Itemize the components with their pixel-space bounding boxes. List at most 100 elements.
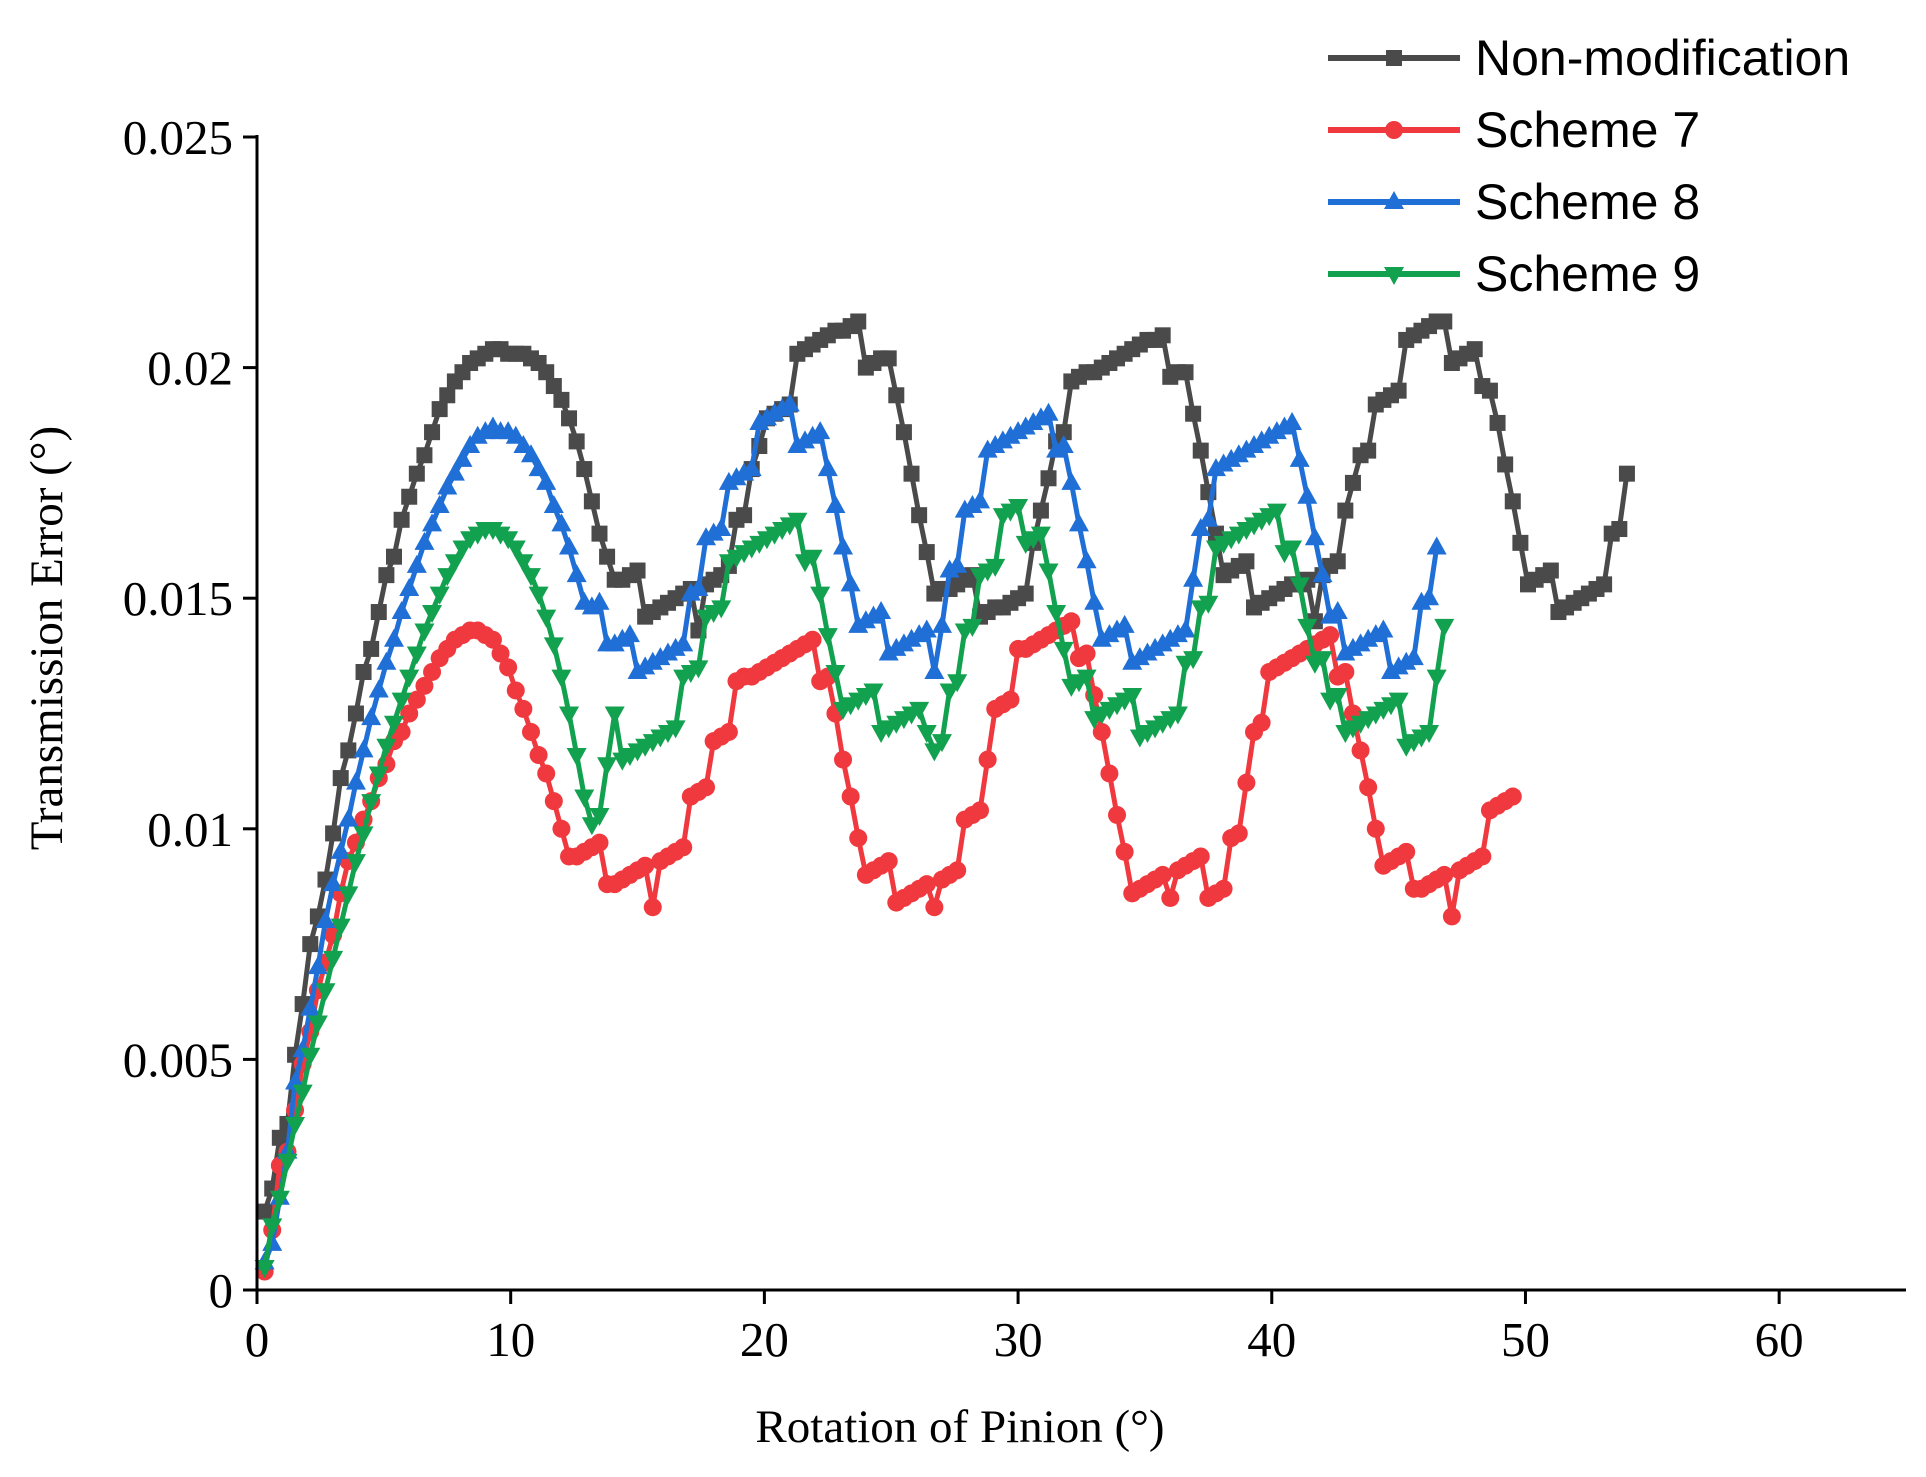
data-point xyxy=(1032,502,1049,519)
data-point xyxy=(688,577,709,596)
data-point xyxy=(399,577,420,596)
data-point xyxy=(408,465,425,482)
data-point xyxy=(879,852,898,871)
data-point xyxy=(423,662,442,681)
legend-marker xyxy=(1384,191,1404,209)
data-point xyxy=(1038,402,1059,421)
data-point xyxy=(429,586,450,605)
data-point xyxy=(345,771,366,790)
data-point xyxy=(1266,421,1287,440)
data-point xyxy=(924,743,945,762)
data-point xyxy=(665,720,686,739)
data-point xyxy=(391,601,412,620)
data-point xyxy=(1512,534,1529,551)
data-point xyxy=(916,619,937,638)
data-point xyxy=(347,705,364,722)
data-point xyxy=(302,936,319,953)
data-point xyxy=(285,1116,306,1135)
data-point xyxy=(353,739,374,758)
data-point xyxy=(1175,619,1196,638)
data-point xyxy=(1055,424,1072,441)
data-point xyxy=(1289,448,1310,467)
y-tick-label: 0.025 xyxy=(123,110,233,165)
series-scheme-7 xyxy=(255,612,1522,1281)
data-point xyxy=(574,789,595,808)
data-point xyxy=(271,1129,288,1146)
data-point xyxy=(355,663,372,680)
data-point xyxy=(1008,498,1029,517)
data-point xyxy=(741,458,762,477)
data-point xyxy=(1068,513,1089,532)
legend-item: Scheme 9 xyxy=(1328,246,1700,302)
data-point xyxy=(1321,626,1340,645)
data-point xyxy=(1183,651,1204,670)
data-point xyxy=(561,410,578,427)
data-point xyxy=(863,683,884,702)
legend-item: Scheme 7 xyxy=(1328,102,1700,158)
data-point xyxy=(680,582,701,601)
data-point xyxy=(985,435,1006,454)
data-point xyxy=(385,548,402,565)
data-point xyxy=(399,669,420,688)
data-point xyxy=(1167,624,1188,643)
data-point xyxy=(1076,550,1097,569)
data-point xyxy=(1129,647,1150,666)
data-point xyxy=(962,494,983,513)
data-point xyxy=(1442,907,1461,926)
data-point xyxy=(650,647,671,666)
data-point xyxy=(888,387,905,404)
data-point xyxy=(1419,724,1440,743)
data-point xyxy=(749,411,770,430)
data-point xyxy=(1504,493,1521,510)
data-point xyxy=(903,465,920,482)
data-point xyxy=(1342,637,1363,656)
data-point xyxy=(475,421,496,440)
data-point xyxy=(627,660,648,679)
data-point xyxy=(338,886,359,905)
data-point xyxy=(323,950,344,969)
data-point xyxy=(1183,568,1204,587)
data-point xyxy=(429,494,450,513)
data-point xyxy=(269,1190,290,1209)
data-point xyxy=(414,623,435,642)
data-point xyxy=(697,778,716,797)
data-point xyxy=(1122,688,1143,707)
data-point xyxy=(416,447,433,464)
data-point xyxy=(1327,601,1348,620)
data-point xyxy=(576,461,593,478)
data-point xyxy=(1030,407,1051,426)
data-point xyxy=(756,407,777,426)
data-point xyxy=(589,591,610,610)
data-point xyxy=(1122,651,1143,670)
data-point xyxy=(332,770,349,787)
data-point xyxy=(1236,439,1257,458)
data-point xyxy=(330,840,351,859)
data-point xyxy=(901,628,922,647)
data-point xyxy=(368,679,389,698)
data-point xyxy=(551,669,572,688)
series-layer xyxy=(254,313,1635,1281)
y-axis-title: Transmission Error (°) xyxy=(21,426,73,850)
data-point xyxy=(1365,624,1386,643)
data-point xyxy=(954,499,975,518)
data-point xyxy=(1228,444,1249,463)
data-point xyxy=(1618,465,1635,482)
data-point xyxy=(1426,669,1447,688)
x-tick-label: 20 xyxy=(740,1312,789,1367)
data-point xyxy=(1053,435,1074,454)
data-point xyxy=(422,513,443,532)
data-point xyxy=(916,724,937,743)
data-point xyxy=(591,525,608,542)
data-point xyxy=(1238,553,1255,570)
data-point xyxy=(1435,865,1454,884)
x-axis-title: Rotation of Pinion (°) xyxy=(755,1401,1164,1453)
data-point xyxy=(810,421,831,440)
data-point xyxy=(636,856,655,875)
data-point xyxy=(962,618,983,637)
data-point xyxy=(719,722,738,741)
data-point xyxy=(1017,585,1034,602)
data-point xyxy=(696,527,717,546)
data-point xyxy=(1297,618,1318,637)
data-point xyxy=(1434,618,1455,637)
data-point xyxy=(1344,474,1361,491)
